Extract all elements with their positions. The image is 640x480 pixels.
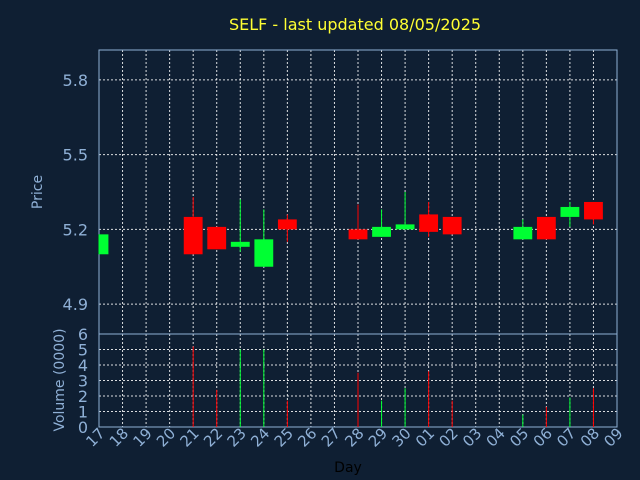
price-y-ticks: 4.9 5.2 5.5 5.8 [63,71,88,314]
x-tick-label: 29 [365,424,391,450]
x-tick-label: 25 [271,424,297,450]
price-y-tick-label: 4.9 [63,295,88,314]
candle-body [419,214,439,232]
x-tick-label: 09 [600,424,626,450]
candle-body [99,234,109,255]
x-tick-label: 04 [483,424,509,450]
candle-body [584,201,603,220]
volume-y-tick-label: 0 [78,418,88,437]
candle-body [277,219,297,230]
x-tick-label: 03 [459,424,485,450]
price-y-tick-label: 5.2 [63,220,88,239]
price-grid [99,50,617,334]
candle-body [183,216,203,255]
x-tick-label: 05 [506,424,532,450]
price-y-tick-label: 5.8 [63,71,88,90]
x-tick-label: 28 [341,424,367,450]
candle-body [207,226,227,250]
price-axis-label: Price [30,175,46,209]
x-tick-label: 19 [129,424,155,450]
x-tick-label: 21 [177,424,203,450]
candle-body [372,226,391,237]
candle-body [442,216,462,235]
volume-y-tick-label: 4 [78,356,88,375]
x-tick-label: 23 [224,424,250,450]
candle-body [513,226,533,240]
volume-y-tick-label: 1 [78,403,88,422]
x-tick-label: 26 [294,424,320,450]
chart-title: SELF - last updated 08/05/2025 [229,15,481,34]
x-tick-label: 07 [553,424,579,450]
x-ticks: 1718192021222324252627282930010203040506… [82,424,626,450]
volume-bars [192,346,594,427]
x-axis-label: Day [334,460,362,476]
volume-y-tick-label: 2 [78,387,88,406]
volume-axis-label: Volume (0000) [52,328,68,431]
x-tick-label: 08 [577,424,603,450]
volume-y-tick-label: 3 [78,372,88,391]
x-tick-label: 06 [530,424,556,450]
candle-body [536,216,556,240]
volume-y-tick-label: 6 [78,325,88,344]
x-tick-label: 18 [106,424,132,450]
x-tick-label: 27 [318,424,344,450]
candle-body [230,241,250,247]
x-tick-label: 02 [436,424,462,450]
x-tick-label: 30 [388,424,414,450]
candles [98,192,603,267]
candle-body [348,229,368,240]
x-tick-label: 20 [153,424,179,450]
x-tick-label: 01 [412,424,438,450]
candle-body [254,239,274,267]
x-tick-label: 24 [247,424,273,450]
candle-body [395,224,415,230]
volume-y-tick-label: 5 [78,341,88,360]
price-y-tick-label: 5.5 [63,146,88,165]
candle-body [560,206,580,217]
x-tick-label: 22 [200,424,226,450]
